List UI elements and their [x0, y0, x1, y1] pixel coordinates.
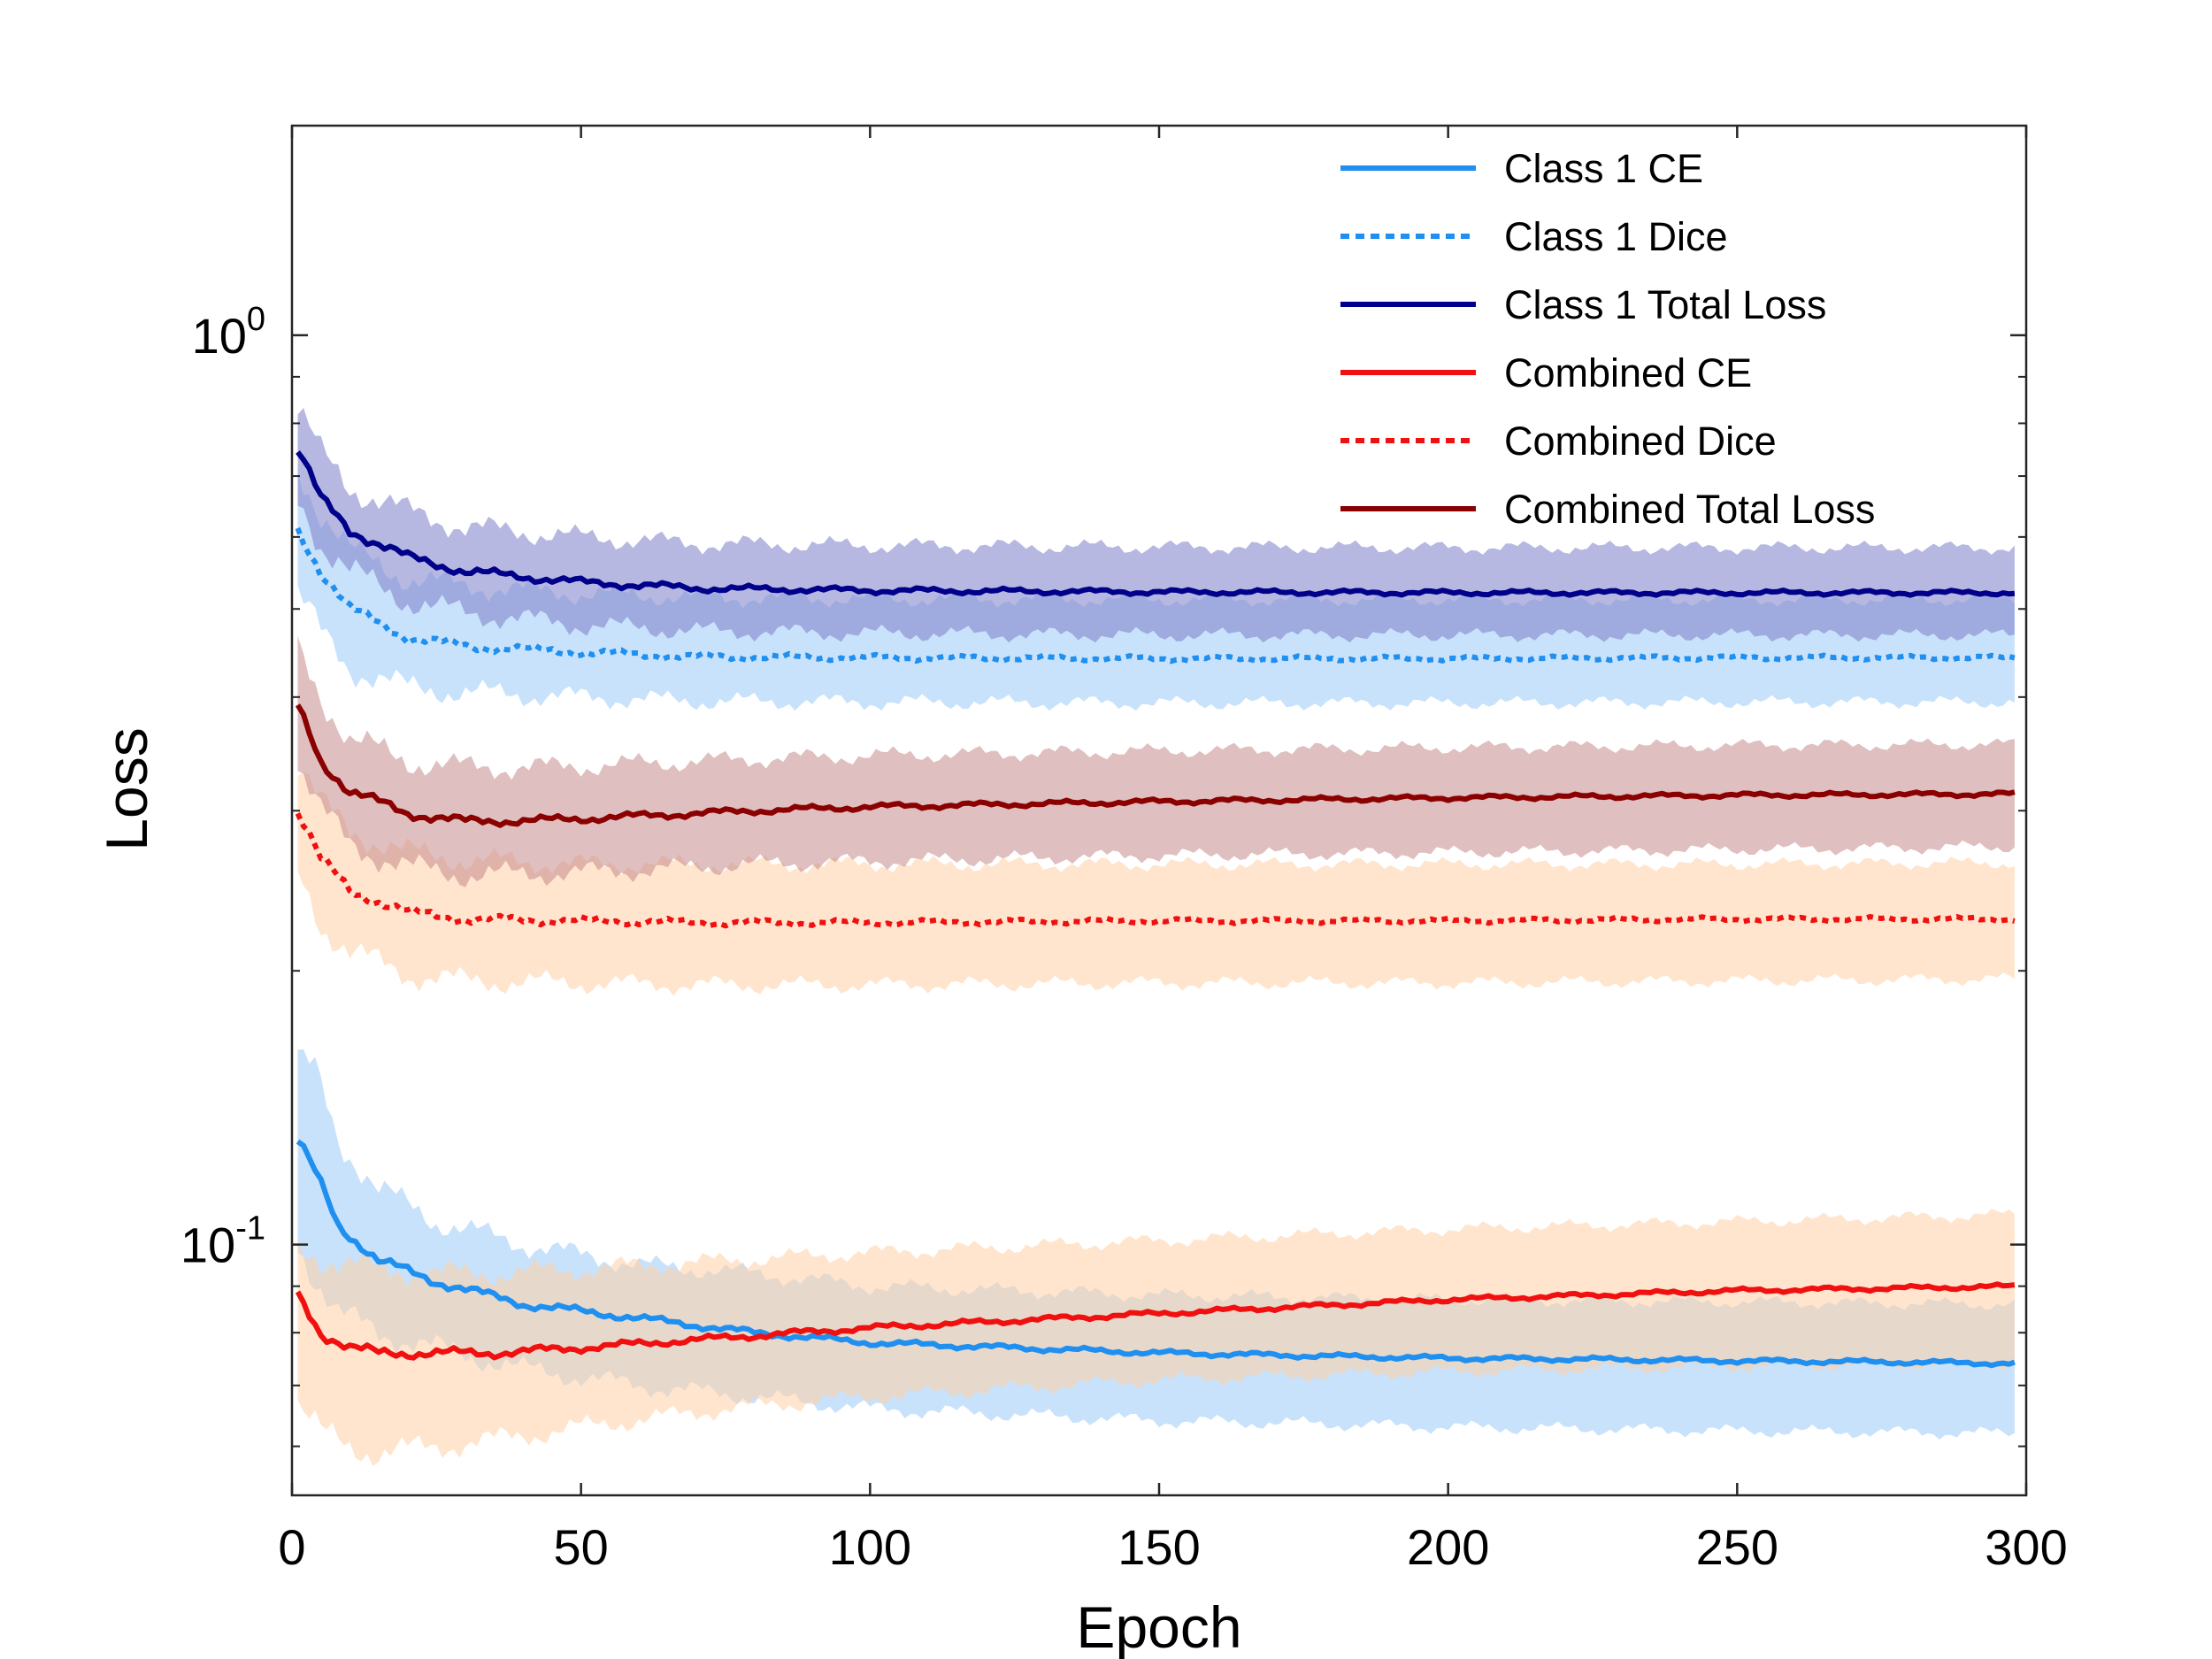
- legend-label: Class 1 CE: [1504, 146, 1703, 191]
- x-tick-label: 200: [1407, 1519, 1489, 1575]
- legend-label: Combined Total Loss: [1504, 487, 1875, 532]
- band-class-1-dice: [297, 472, 2015, 711]
- x-tick-label: 50: [554, 1519, 609, 1575]
- confidence-bands: [297, 408, 2015, 1466]
- line-class-1-ce: [296, 1139, 2016, 1369]
- band-combined-total-loss: [297, 635, 2015, 887]
- line-class-1-dice: [295, 526, 2016, 664]
- legend-label: Class 1 Dice: [1504, 214, 1728, 259]
- legend-label: Class 1 Total Loss: [1504, 282, 1826, 327]
- x-tick-label: 250: [1696, 1519, 1778, 1575]
- x-tick-label: 100: [829, 1519, 911, 1575]
- band-combined-ce: [297, 1209, 2015, 1466]
- band-combined-dice: [297, 772, 2015, 996]
- legend-label: Combined Dice: [1504, 419, 1777, 464]
- x-axis-label: Epoch: [1076, 1594, 1241, 1659]
- line-combined-ce: [295, 1281, 2016, 1361]
- x-tick-label: 0: [278, 1519, 305, 1575]
- axis-ticks: 0 50 100 150 200 250 300 100 10-1: [180, 126, 2068, 1575]
- y-tick-label: 100: [192, 301, 265, 364]
- y-axis-label: Loss: [94, 727, 159, 850]
- line-combined-dice: [295, 812, 2016, 929]
- x-tick-label: 300: [1985, 1519, 2067, 1575]
- series-lines: [295, 450, 2016, 1369]
- legend: Class 1 CE Class 1 Dice Class 1 Total Loss…: [1340, 146, 1875, 532]
- band-class-1-total-loss: [297, 408, 2015, 643]
- x-tick-label: 150: [1118, 1519, 1200, 1575]
- line-class-1-total-loss: [296, 450, 2016, 598]
- legend-label: Combined CE: [1504, 350, 1752, 396]
- y-tick-label: 10-1: [180, 1210, 265, 1273]
- line-combined-total-loss: [295, 703, 2016, 828]
